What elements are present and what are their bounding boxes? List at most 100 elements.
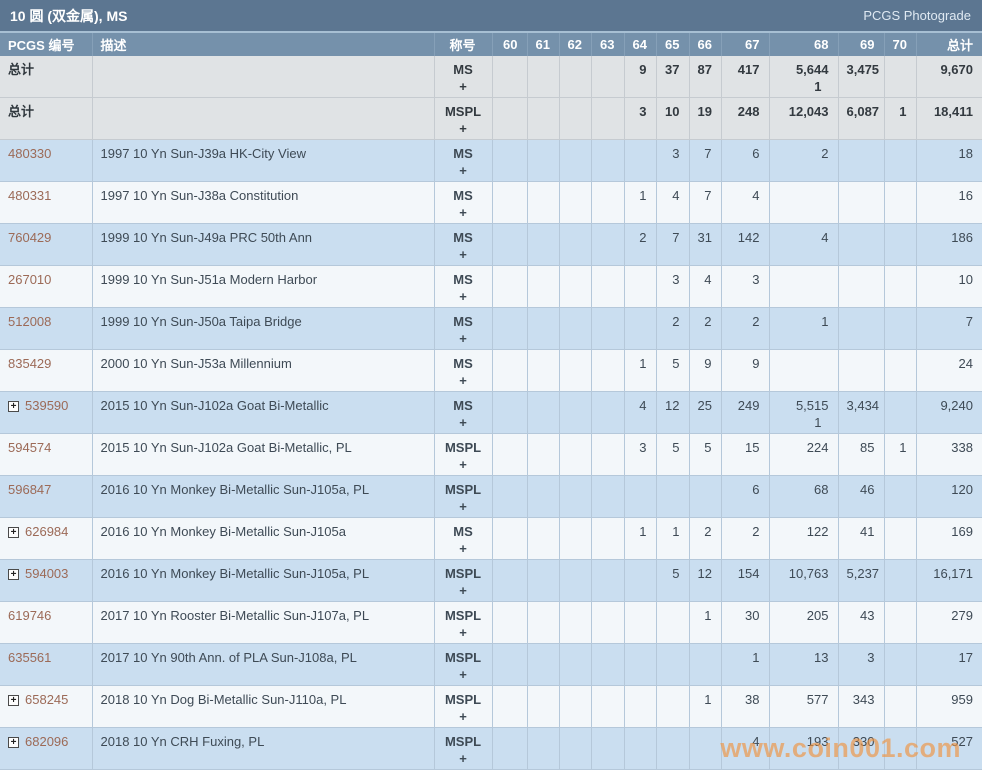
grade-68-count: 193 xyxy=(769,727,839,770)
grade-count-value: 30 xyxy=(745,608,760,623)
expand-icon[interactable]: + xyxy=(8,569,19,580)
designation-label: MSPL xyxy=(444,566,482,581)
grade-66-count: 4 xyxy=(689,265,722,308)
grade-count-value: 19 xyxy=(697,104,712,119)
grade-70-count xyxy=(884,727,917,770)
pcgs-number-link[interactable]: 594003 xyxy=(25,566,69,581)
row-total-count: 120 xyxy=(916,475,982,518)
grade-count-value: 142 xyxy=(737,230,760,245)
pcgs-number-link[interactable]: 512008 xyxy=(8,314,52,329)
grade-68-count: 577 xyxy=(769,685,839,728)
grade-63-count xyxy=(591,433,625,476)
grade-60-count xyxy=(492,727,528,770)
pcgs-number-link[interactable]: 619746 xyxy=(8,608,52,623)
grade-63-count xyxy=(591,307,625,350)
designation-plus: + xyxy=(459,247,467,262)
table-row: +594003 2016 10 Yn Monkey Bi-Metallic Sun… xyxy=(0,559,982,602)
grade-61-count xyxy=(527,391,560,434)
designation-plus: + xyxy=(459,667,467,682)
grade-64-count: 1 xyxy=(624,349,657,392)
grade-count-value: 9 xyxy=(704,356,712,371)
grade-61-count xyxy=(527,349,560,392)
table-header: PCGS 编号 描述 称号 60 61 62 63 64 65 66 67 68 69 70 总计 xyxy=(0,33,982,56)
grade-70-count xyxy=(884,517,917,560)
grade-61-count xyxy=(527,685,560,728)
page-title: 10 圆 (双金属), MS xyxy=(10,7,128,24)
designation-cell: MS + xyxy=(434,139,493,182)
grade-68-count: 68 xyxy=(769,475,839,518)
pcgs-number-link[interactable]: 539590 xyxy=(25,398,69,413)
coin-description xyxy=(92,56,435,98)
grade-count-value: 12,043 xyxy=(788,104,829,119)
pcgs-number-link[interactable]: 658245 xyxy=(25,692,69,707)
grade-count-value: 4 xyxy=(821,230,829,245)
grade-66-count: 2 xyxy=(689,307,722,350)
pcgs-number-link[interactable]: 835429 xyxy=(8,356,52,371)
grade-count-value: 15 xyxy=(745,440,760,455)
grade-60-count xyxy=(492,601,528,644)
grade-69-count: 85 xyxy=(838,433,885,476)
col-header-grade-69: 69 xyxy=(838,33,885,56)
designation-label: MS xyxy=(453,524,473,539)
table-row: 480330 1997 10 Yn Sun-J39a HK-City View MS… xyxy=(0,139,982,182)
designation-cell: MSPL + xyxy=(434,559,493,602)
coin-description: 1997 10 Yn Sun-J39a HK-City View xyxy=(92,139,435,182)
grade-count-value: 46 xyxy=(860,482,875,497)
pcgs-number-link[interactable]: 594574 xyxy=(8,440,52,455)
grade-62-count xyxy=(559,56,592,98)
pcgs-number-link[interactable]: 596847 xyxy=(8,482,52,497)
row-total-count: 169 xyxy=(916,517,982,560)
grade-count-value: 1 xyxy=(639,188,647,203)
grade-65-count: 4 xyxy=(656,181,690,224)
grade-69-count xyxy=(838,349,885,392)
grade-69-count: 3,434 xyxy=(838,391,885,434)
grade-70-count xyxy=(884,601,917,644)
grade-66-count xyxy=(689,475,722,518)
coin-description: 1999 10 Yn Sun-J49a PRC 50th Ann xyxy=(92,223,435,266)
grade-61-count xyxy=(527,559,560,602)
grade-65-count: 37 xyxy=(656,56,690,98)
grade-61-count xyxy=(527,601,560,644)
expand-icon[interactable]: + xyxy=(8,401,19,412)
grade-count-value: 31 xyxy=(697,230,712,245)
pcgs-photograde-link[interactable]: PCGS Photograde xyxy=(863,8,971,23)
pcgs-number-link[interactable]: 635561 xyxy=(8,650,52,665)
pcgs-number-link[interactable]: 682096 xyxy=(25,734,69,749)
grade-count-value: 1 xyxy=(821,314,829,329)
row-total-count: 338 xyxy=(916,433,982,476)
designation-cell: MSPL + xyxy=(434,643,493,686)
pcgs-number-link[interactable]: 480330 xyxy=(8,146,52,161)
designation-cell: MS + xyxy=(434,391,493,434)
grade-count-value: 193 xyxy=(806,734,829,749)
pcgs-number-link[interactable]: 480331 xyxy=(8,188,52,203)
grade-count-value: 85 xyxy=(860,440,875,455)
col-header-pcgs-no: PCGS 编号 xyxy=(0,33,93,56)
grade-67-count: 30 xyxy=(721,601,770,644)
designation-cell: MS + xyxy=(434,265,493,308)
grade-68-count xyxy=(769,349,839,392)
grade-count-value: 10,763 xyxy=(788,566,829,581)
grade-count-value: 12 xyxy=(665,398,680,413)
grade-64-count xyxy=(624,475,657,518)
coin-description: 2018 10 Yn CRH Fuxing, PL xyxy=(92,727,435,770)
expand-icon[interactable]: + xyxy=(8,527,19,538)
grade-60-count xyxy=(492,181,528,224)
table-row: 760429 1999 10 Yn Sun-J49a PRC 50th Ann MS… xyxy=(0,223,982,266)
expand-icon[interactable]: + xyxy=(8,737,19,748)
designation-plus: + xyxy=(459,121,467,136)
grade-61-count xyxy=(527,307,560,350)
grade-70-count xyxy=(884,559,917,602)
designation-plus: + xyxy=(459,625,467,640)
expand-icon[interactable]: + xyxy=(8,695,19,706)
grade-67-count: 9 xyxy=(721,349,770,392)
pcgs-number-link[interactable]: 760429 xyxy=(8,230,52,245)
row-total-count: 279 xyxy=(916,601,982,644)
grade-count-value: 10 xyxy=(665,104,680,119)
table-row: +626984 2016 10 Yn Monkey Bi-Metallic Sun… xyxy=(0,517,982,560)
grade-65-count xyxy=(656,475,690,518)
pcgs-number-link[interactable]: 626984 xyxy=(25,524,69,539)
pcgs-number-link[interactable]: 267010 xyxy=(8,272,52,287)
grade-66-count: 25 xyxy=(689,391,722,434)
grade-66-count: 7 xyxy=(689,139,722,182)
grade-count-value: 122 xyxy=(806,524,829,539)
